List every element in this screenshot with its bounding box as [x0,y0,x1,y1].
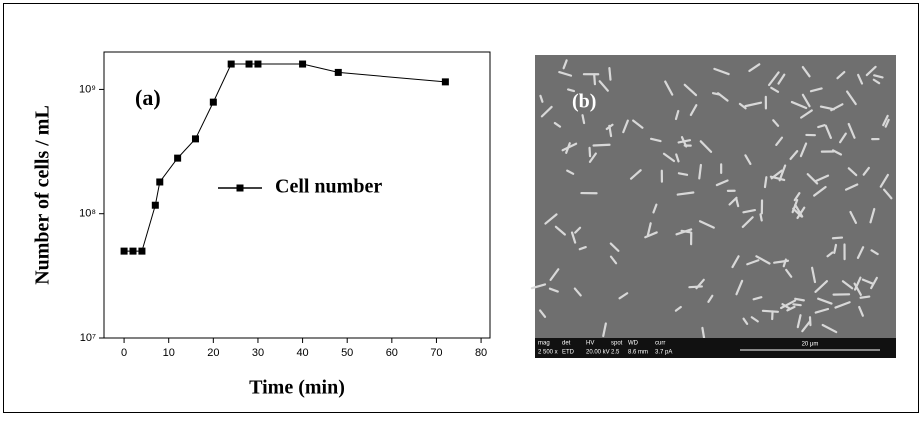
data-point [299,61,306,68]
rod [583,115,585,123]
info-key: curr [655,341,665,347]
rod [861,297,870,298]
x-tick-label: 0 [121,347,127,359]
data-point [121,248,128,255]
x-tick-label: 70 [430,347,442,359]
data-point [246,61,253,68]
info-key: det [562,341,571,347]
x-tick-label: 30 [252,347,264,359]
y-tick-label: 10⁸ [79,208,96,220]
info-value: 2 500 x [538,350,558,356]
y-axis-label: Number of cells / mL [32,105,54,285]
data-point [192,135,199,142]
data-point [174,155,181,162]
legend-marker [237,185,244,192]
info-value: 3.7 pA [655,350,672,356]
panel-label: (a) [135,85,161,110]
data-line [124,64,445,251]
rod [763,311,778,312]
x-tick-label: 40 [296,347,308,359]
rod [594,74,595,84]
info-value: 2.5 [611,350,620,356]
rod [765,177,766,187]
data-point [442,78,449,85]
info-key: spot [611,341,623,347]
panel-label: (b) [572,91,596,113]
data-point [152,202,159,209]
rod [833,238,842,239]
info-value: 8.6 mm [628,350,648,356]
rod [594,145,610,146]
data-point [335,69,342,76]
data-point [210,99,217,106]
y-tick-label: 10⁷ [80,332,96,344]
data-point [254,61,261,68]
legend-label: Cell number [275,176,382,198]
rod [689,286,701,287]
rod [793,304,800,305]
x-tick-label: 80 [475,347,487,359]
rod [679,173,687,175]
x-tick-label: 20 [207,347,219,359]
info-value: 20.00 kV [586,350,610,356]
info-key: mag [538,341,550,347]
data-point [138,248,145,255]
rod [713,93,720,94]
data-point [156,178,163,185]
rod [609,68,610,80]
data-point [130,248,137,255]
x-tick-label: 60 [386,347,398,359]
y-tick-label: 10⁹ [79,83,96,95]
data-point [228,61,235,68]
x-tick-label: 50 [341,347,353,359]
rod [682,231,691,232]
info-key: WD [628,341,639,347]
x-tick-label: 10 [163,347,175,359]
rod [761,214,762,220]
x-axis-label: Time (min) [249,377,345,399]
info-value: ETD [562,350,575,356]
figure: (a) Time (min) Number of cells / mL 20 μ… [0,0,923,417]
info-key: HV [586,341,594,347]
scale-label: 20 μm [802,342,819,348]
